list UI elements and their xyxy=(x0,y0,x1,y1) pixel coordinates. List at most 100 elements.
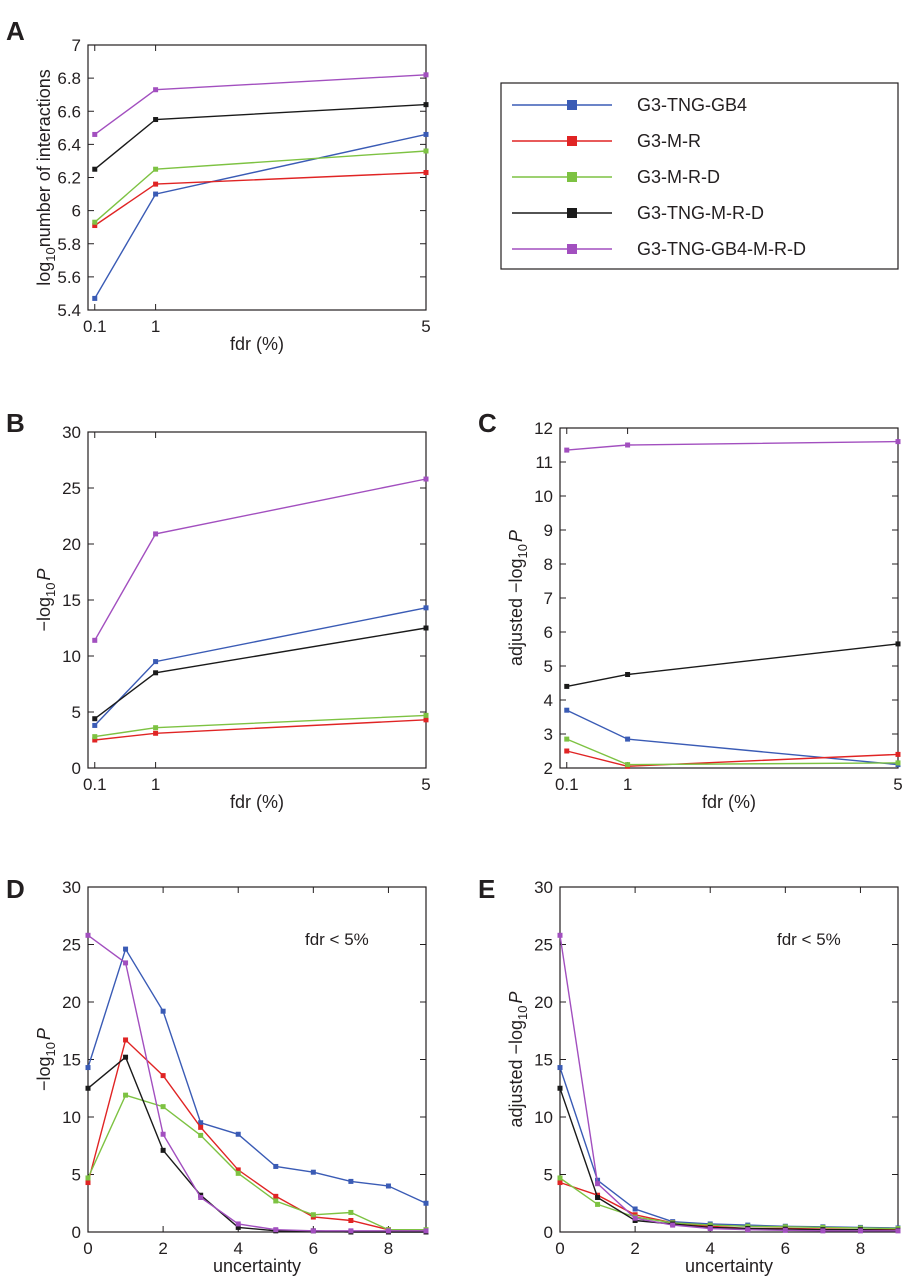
legend-label-3: G3-M-R-D xyxy=(637,167,720,187)
x-tick-label-a-2: 5 xyxy=(421,317,430,336)
data-point-a-1-0 xyxy=(92,295,98,301)
data-point-a-5-1 xyxy=(153,87,159,93)
data-point-a-2-0 xyxy=(92,223,98,229)
series-line-e-1 xyxy=(559,1067,899,1229)
data-point-b-4-1 xyxy=(153,670,159,676)
data-point-c-4-2 xyxy=(895,641,901,647)
legend-entry-2: G3-M-R xyxy=(512,131,701,151)
y-label-var-e: P xyxy=(506,991,526,1003)
data-point-d-5-1 xyxy=(123,960,129,966)
series-line-d-5 xyxy=(87,934,426,1232)
x-tick-label-c-0: 0.1 xyxy=(555,775,579,794)
data-point-c-4-0 xyxy=(564,683,570,689)
legend-entry-1: G3-TNG-GB4 xyxy=(512,95,747,115)
x-axis-label-a: fdr (%) xyxy=(230,334,284,354)
series-b-2 xyxy=(92,717,429,743)
data-point-d-1-4 xyxy=(235,1131,241,1137)
data-point-d-2-5 xyxy=(273,1193,279,1199)
legend-label-1: G3-TNG-GB4 xyxy=(637,95,747,115)
data-point-e-1-0 xyxy=(557,1065,563,1071)
legend-marker-2 xyxy=(567,136,577,146)
data-point-d-1-9 xyxy=(423,1200,429,1206)
y-label-sub-d: 10 xyxy=(43,1042,58,1056)
data-point-d-1-5 xyxy=(273,1163,279,1169)
legend-label-2: G3-M-R xyxy=(637,131,701,151)
y-axis-label-d: −log10 P xyxy=(34,1028,58,1091)
data-point-e-5-3 xyxy=(670,1222,676,1228)
data-point-a-5-0 xyxy=(92,131,98,137)
y-label-var-b: P xyxy=(34,568,54,580)
legend-label-4: G3-TNG-M-R-D xyxy=(637,203,764,223)
data-point-b-5-2 xyxy=(423,476,429,482)
x-tick-label-d-2: 4 xyxy=(233,1239,242,1258)
y-tick-label-d-3: 15 xyxy=(62,1051,81,1070)
y-tick-label-a-8: 7 xyxy=(72,36,81,55)
data-point-d-4-1 xyxy=(123,1054,129,1060)
data-point-a-3-1 xyxy=(153,166,159,172)
data-point-a-4-0 xyxy=(92,166,98,172)
data-point-e-5-7 xyxy=(820,1228,826,1234)
data-point-d-3-1 xyxy=(123,1092,129,1098)
data-point-c-5-1 xyxy=(625,442,631,448)
data-point-c-3-1 xyxy=(625,762,631,768)
series-b-5 xyxy=(92,476,429,643)
legend-marker-4 xyxy=(567,208,577,218)
data-point-e-4-0 xyxy=(557,1085,563,1091)
series-d-5 xyxy=(85,932,429,1234)
y-tick-label-d-4: 20 xyxy=(62,993,81,1012)
series-line-e-5 xyxy=(559,935,898,1232)
x-axis-label-c: fdr (%) xyxy=(702,792,756,812)
x-tick-label-b-2: 5 xyxy=(421,775,430,794)
data-point-d-3-7 xyxy=(348,1209,354,1215)
y-tick-label-d-6: 30 xyxy=(62,878,81,897)
data-point-d-1-1 xyxy=(123,946,129,952)
legend: G3-TNG-GB4 G3-M-R G3-M-R-D G3-TNG-M-R-D … xyxy=(500,82,899,270)
data-point-a-4-1 xyxy=(153,117,159,123)
data-point-d-4-2 xyxy=(160,1147,166,1153)
series-a-5 xyxy=(92,72,429,137)
y-tick-label-e-1: 5 xyxy=(544,1166,553,1185)
series-line-b-3 xyxy=(94,714,427,738)
series-line-d-4 xyxy=(87,1056,426,1233)
data-point-c-3-0 xyxy=(564,736,570,742)
data-point-e-5-9 xyxy=(895,1228,901,1234)
data-point-d-1-0 xyxy=(85,1065,91,1071)
x-axis-label-e: uncertainty xyxy=(685,1256,773,1276)
data-point-e-5-6 xyxy=(782,1227,788,1233)
series-line-a-3 xyxy=(94,150,427,223)
x-tick-label-e-3: 6 xyxy=(781,1239,790,1258)
y-tick-label-a-3: 6 xyxy=(72,202,81,221)
panel-a: A 5.4 5.6 5.8 6 6.2 6.4 6.6 6.8 7 0.1 1 5 fdr (%) log1… xyxy=(6,16,431,354)
y-tick-label-d-5: 25 xyxy=(62,936,81,955)
y-axis-label-b: −log10 P xyxy=(34,568,58,631)
data-point-e-5-0 xyxy=(557,932,563,938)
data-point-c-2-2 xyxy=(895,751,901,757)
y-label-var-a: number of interactions xyxy=(34,69,54,247)
data-point-d-1-8 xyxy=(385,1183,391,1189)
series-b-4 xyxy=(92,625,429,722)
legend-marker-3 xyxy=(567,172,577,182)
series-line-e-3 xyxy=(559,1177,899,1230)
series-line-c-3 xyxy=(566,738,899,766)
series-e-3 xyxy=(557,1175,901,1232)
plot-frame-c xyxy=(559,427,899,769)
series-e-5 xyxy=(557,932,901,1234)
y-label-main-d: −log xyxy=(34,1056,54,1091)
x-tick-label-b-1: 1 xyxy=(151,775,160,794)
y-tick-label-d-0: 0 xyxy=(72,1223,81,1242)
legend-entry-4: G3-TNG-M-R-D xyxy=(512,203,764,223)
data-point-a-3-2 xyxy=(423,148,429,154)
series-c-3 xyxy=(564,736,901,768)
data-point-d-2-3 xyxy=(198,1124,204,1130)
x-tick-label-c-1: 1 xyxy=(623,775,632,794)
data-point-e-3-0 xyxy=(557,1175,563,1181)
x-tick-label-d-1: 2 xyxy=(158,1239,167,1258)
data-point-b-5-0 xyxy=(92,637,98,643)
series-a-4 xyxy=(92,102,429,172)
y-tick-label-a-4: 6.2 xyxy=(57,169,81,188)
y-tick-label-b-0: 0 xyxy=(72,759,81,778)
y-tick-label-e-2: 10 xyxy=(534,1108,553,1127)
